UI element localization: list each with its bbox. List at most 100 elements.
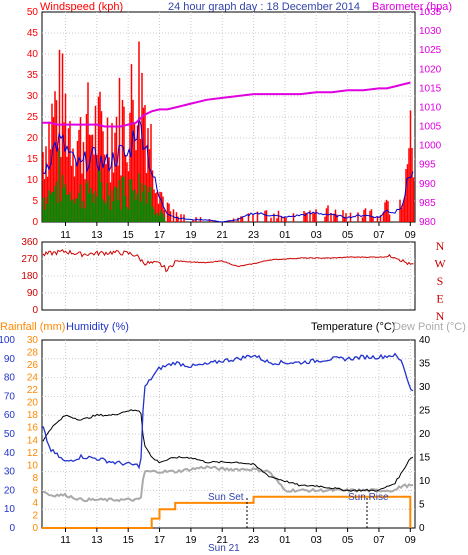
barometer-tick-label: 1000 [419, 141, 442, 152]
temperature-tick-label: 20 [419, 429, 431, 440]
direction-letter: E [436, 292, 443, 306]
direction-tick-label: 0 [32, 305, 38, 316]
windspeed-label: Windspeed (kph) [40, 1, 123, 13]
rainfall-tick-label: 16 [27, 423, 39, 434]
rainfall-tick-label: 12 [27, 448, 39, 459]
temperature-x-tick-label: 15 [123, 535, 135, 546]
temperature-x-tick-label: 01 [279, 535, 291, 546]
direction-tick-label: 270 [21, 254, 38, 265]
barometer-tick-label: 1015 [419, 83, 442, 94]
barometer-tick-label: 1010 [419, 102, 442, 113]
sunset-annotation: Sun Set [208, 492, 244, 503]
temperature-x-tick-label: 19 [185, 535, 197, 546]
rainfall-tick-label: 26 [27, 360, 39, 371]
wind-x-tick-label: 23 [248, 230, 260, 241]
direction-letter: N [436, 239, 445, 253]
humidity-tick-label: 80 [4, 373, 16, 384]
wind-x-tick-label: 03 [311, 230, 323, 241]
temperature-tick-label: 10 [419, 476, 431, 487]
windspeed-tick-label: 45 [27, 28, 39, 39]
humidity-tick-label: 60 [4, 410, 16, 421]
barometer-tick-label: 980 [419, 217, 436, 228]
windspeed-tick-label: 5 [32, 196, 38, 207]
temperature-x-tick-label: 13 [91, 535, 103, 546]
humidity-tick-label: 20 [4, 485, 16, 496]
temperature-tick-label: 0 [419, 523, 425, 534]
wind-x-tick-label: 07 [373, 230, 385, 241]
rainfall-tick-label: 8 [32, 473, 38, 484]
wind-x-tick-label: 15 [123, 230, 135, 241]
humidity-tick-label: 30 [4, 467, 16, 478]
humidity-label: Humidity (%) [66, 321, 129, 333]
midnight-annotation: Sun 21 [208, 543, 240, 554]
temperature-x-tick-label: 11 [60, 535, 71, 546]
wind-x-axis: 11 13 15 17 19 21 23 01 03 05 07 09 [60, 222, 416, 241]
humidity-tick-label: 50 [4, 429, 16, 440]
barometer-tick-label: 1020 [419, 64, 442, 75]
rainfall-tick-label: 4 [32, 498, 38, 509]
temperature-x-tick-label: 17 [154, 535, 166, 546]
wind-x-tick-label: 13 [91, 230, 103, 241]
rainfall-tick-label: 0 [32, 523, 38, 534]
barometer-axis: 980 985 990 995 1000 1005 1010 1015 1020 1025 1030… [419, 7, 442, 228]
temperature-tick-label: 15 [419, 453, 431, 464]
direction-axis: 360 270 180 90 0 [21, 237, 38, 316]
direction-grid [42, 242, 415, 310]
barometer-tick-label: 985 [419, 198, 436, 209]
windspeed-tick-label: 20 [27, 133, 39, 144]
humidity-tick-label: 10 [4, 504, 16, 515]
temperature-tick-label: 25 [419, 406, 431, 417]
barometer-tick-label: 1030 [419, 26, 442, 37]
humidity-tick-label: 70 [4, 391, 16, 402]
dewpoint-label: Dew Point (°C) [393, 321, 466, 333]
rainfall-line [42, 495, 412, 529]
humidity-tick-label: 0 [9, 523, 15, 534]
temperature-x-tick-label: 21 [217, 535, 229, 546]
temperature-x-tick-label: 03 [311, 535, 323, 546]
barometer-tick-label: 990 [419, 179, 436, 190]
temperature-x-tick-label: 05 [342, 535, 354, 546]
direction-tick-label: 180 [21, 271, 38, 282]
direction-line [42, 249, 414, 273]
temperature-x-tick-label: 23 [248, 535, 260, 546]
windspeed-tick-label: 50 [27, 7, 39, 18]
rainfall-tick-label: 30 [27, 335, 39, 346]
windspeed-tick-label: 35 [27, 70, 39, 81]
temperature-x-tick-label: 09 [405, 535, 417, 546]
humidity-tick-label: 40 [4, 448, 16, 459]
windspeed-tick-label: 40 [27, 49, 39, 60]
windspeed-bars [42, 41, 415, 223]
temperature-tick-label: 40 [419, 335, 431, 346]
windspeed-axis: 0 5 10 15 20 25 30 35 40 45 50 [27, 7, 39, 228]
direction-tick-label: 360 [21, 237, 38, 248]
wind-x-tick-label: 21 [217, 230, 229, 241]
rainfall-tick-label: 18 [27, 410, 39, 421]
wind-x-tick-label: 05 [342, 230, 354, 241]
temperature-line [42, 409, 414, 492]
barometer-tick-label: 1005 [419, 122, 442, 133]
wind-average-line [42, 117, 414, 223]
rainfall-tick-label: 22 [27, 385, 39, 396]
direction-letter: S [437, 274, 444, 288]
rainfall-tick-label: 28 [27, 348, 39, 359]
direction-letter: W [434, 257, 446, 271]
windspeed-tick-label: 10 [27, 175, 39, 186]
barometer-tick-label: 995 [419, 160, 436, 171]
rainfall-tick-label: 2 [32, 510, 38, 521]
temperature-label: Temperature (°C) [311, 321, 395, 333]
wind-x-tick-label: 09 [405, 230, 417, 241]
chart-title: 24 hour graph day : 18 December 2014 [168, 1, 360, 13]
temperature-tick-label: 35 [419, 359, 431, 370]
barometer-label: Barometer (hpa) [372, 1, 452, 13]
barometer-line [42, 81, 411, 128]
humidity-tick-label: 100 [0, 335, 15, 346]
humidity-axis: 0 10 20 30 40 50 60 70 80 90 100 [0, 335, 15, 534]
rainfall-tick-label: 6 [32, 485, 38, 496]
rainfall-tick-label: 14 [27, 435, 39, 446]
sunrise-annotation: Sun Rise [348, 492, 389, 503]
barometer-tick-label: 1035 [419, 7, 442, 18]
